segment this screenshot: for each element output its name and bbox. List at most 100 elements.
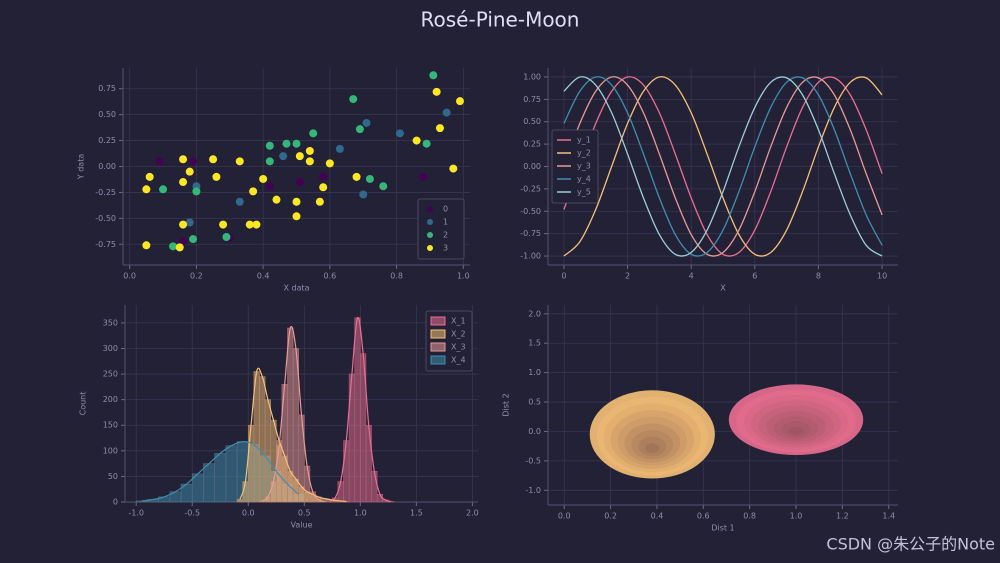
scatter-point bbox=[245, 220, 254, 229]
x-tick-label: 1.0 bbox=[790, 512, 803, 521]
x-tick-label: 2 bbox=[625, 272, 630, 281]
legend-label: 2 bbox=[443, 231, 448, 240]
x-axis-label: Dist 1 bbox=[711, 524, 734, 533]
y-tick-label: 50 bbox=[108, 472, 118, 481]
x-tick-label: 0.4 bbox=[257, 272, 270, 281]
x-tick-label: 0.2 bbox=[604, 512, 617, 521]
scatter-point bbox=[179, 178, 188, 187]
x-tick-label: 0.8 bbox=[743, 512, 756, 521]
scatter-point bbox=[192, 187, 201, 196]
legend-label: y_2 bbox=[577, 149, 591, 158]
y-tick-label: 1.0 bbox=[528, 368, 541, 377]
legend-swatch bbox=[427, 219, 433, 225]
legend-swatch bbox=[430, 355, 446, 365]
scatter-point bbox=[362, 118, 371, 127]
scatter-point bbox=[259, 174, 268, 183]
histogram-bar bbox=[247, 424, 255, 503]
x-tick-label: -0.5 bbox=[184, 509, 200, 518]
scatter-point bbox=[455, 97, 464, 106]
legend-label: X_1 bbox=[451, 317, 466, 326]
histogram-bar bbox=[225, 445, 238, 503]
scatter-point bbox=[212, 172, 221, 181]
scatter-point bbox=[179, 155, 188, 164]
y-tick-label: -0.75 bbox=[95, 240, 116, 249]
x-axis-label: Value bbox=[291, 521, 313, 530]
legend-swatch bbox=[430, 316, 446, 326]
x-tick-label: 1.2 bbox=[836, 512, 849, 521]
x-tick-label: 0.5 bbox=[298, 509, 311, 518]
scatter-point bbox=[432, 87, 441, 96]
scatter-point bbox=[142, 241, 151, 250]
y-tick-label: -0.50 bbox=[95, 214, 116, 223]
scatter-point bbox=[295, 178, 304, 187]
scatter-point bbox=[292, 212, 301, 221]
legend-swatch bbox=[427, 206, 433, 212]
line bbox=[563, 76, 883, 257]
legend-label: 1 bbox=[443, 218, 448, 227]
scatter-point bbox=[379, 182, 388, 191]
scatter-point bbox=[145, 172, 154, 181]
scatter-point bbox=[309, 129, 318, 138]
y-tick-label: 0.25 bbox=[98, 136, 116, 145]
scatter-point bbox=[352, 172, 361, 181]
scatter-point bbox=[319, 183, 328, 192]
histogram-bar bbox=[337, 481, 344, 503]
y-tick-label: 0.00 bbox=[98, 162, 116, 171]
scatter-point bbox=[222, 233, 231, 242]
legend-label: y_1 bbox=[577, 136, 591, 145]
scatter-point bbox=[395, 129, 404, 138]
y-tick-label: -0.5 bbox=[525, 456, 541, 465]
scatter-point bbox=[359, 190, 368, 199]
y-tick-label: 1.5 bbox=[528, 339, 541, 348]
scatter-point bbox=[265, 182, 274, 191]
x-tick-label: 1.0 bbox=[354, 509, 367, 518]
panel: -1.00 -0.75 -0.50 -0.25 0.00 0.25 0.50 0.75 1.00… bbox=[520, 68, 898, 293]
x-tick-label: 0.0 bbox=[123, 272, 136, 281]
x-tick-label: 10 bbox=[877, 272, 887, 281]
legend-label: y_4 bbox=[577, 175, 591, 184]
scatter-point bbox=[442, 108, 451, 117]
scatter-point bbox=[155, 157, 164, 166]
y-tick-label: -1.0 bbox=[525, 486, 541, 495]
scatter-point bbox=[355, 125, 364, 134]
scatter-point bbox=[209, 155, 218, 164]
scatter-point bbox=[419, 172, 428, 181]
y-tick-label: 0.0 bbox=[528, 427, 541, 436]
legend-label: X_2 bbox=[451, 330, 466, 339]
x-tick-label: 0.6 bbox=[323, 272, 336, 281]
x-tick-label: 8 bbox=[816, 272, 821, 281]
scatter-point bbox=[185, 218, 194, 227]
scatter-point bbox=[179, 237, 188, 246]
scatter-point bbox=[235, 157, 244, 166]
histogram-bar bbox=[343, 440, 350, 503]
y-tick-label: 100 bbox=[103, 446, 118, 455]
x-tick-label: 1.5 bbox=[410, 509, 423, 518]
scatter-point bbox=[175, 243, 184, 252]
legend-swatch bbox=[427, 245, 433, 251]
y-tick-label: 200 bbox=[103, 395, 118, 404]
scatter-point bbox=[335, 144, 344, 153]
scatter-point bbox=[179, 220, 188, 229]
scatter-point bbox=[282, 139, 291, 148]
y-tick-label: 150 bbox=[103, 421, 118, 430]
y-tick-label: -1.00 bbox=[520, 252, 541, 261]
legend-box bbox=[551, 129, 599, 204]
scatter-point bbox=[315, 197, 324, 206]
legend-box bbox=[417, 198, 465, 260]
legend-label: 0 bbox=[443, 205, 448, 214]
legend-swatch bbox=[427, 232, 433, 238]
y-axis-label: Dist 2 bbox=[502, 393, 511, 416]
y-tick-label: 250 bbox=[103, 370, 118, 379]
density-contour bbox=[645, 443, 660, 454]
scatter-point bbox=[265, 157, 274, 166]
density-contour bbox=[788, 426, 804, 435]
kde-curve bbox=[239, 367, 347, 503]
x-tick-label: 1.0 bbox=[457, 272, 470, 281]
kde-curve bbox=[261, 325, 325, 503]
scatter-point bbox=[169, 242, 178, 251]
legend-label: y_5 bbox=[577, 188, 591, 197]
figure-title: Rosé-Pine-Moon bbox=[421, 8, 580, 32]
